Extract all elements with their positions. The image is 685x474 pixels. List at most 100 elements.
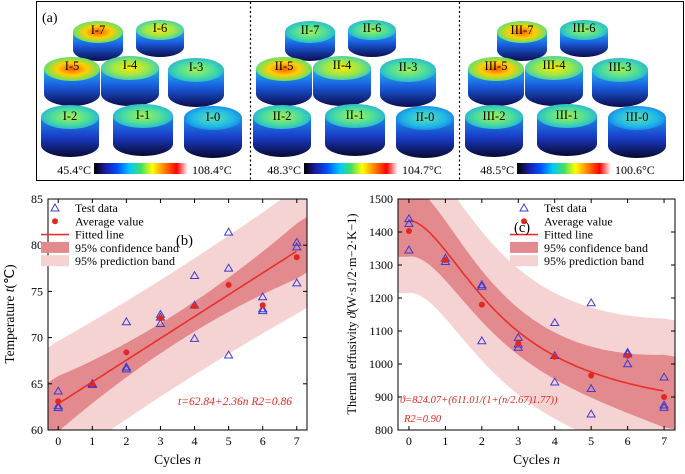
- disc-top: [560, 20, 608, 40]
- y-axis-label-var: ϑ: [345, 311, 359, 318]
- sample-label: III-0: [626, 110, 649, 124]
- disc-top: [44, 57, 100, 81]
- disc-top: [113, 104, 173, 128]
- colorbar: [304, 163, 398, 174]
- y-axis-label-unit: (℃): [2, 264, 17, 288]
- sample-label: III-3: [609, 60, 632, 74]
- sample-label: III-4: [543, 58, 567, 72]
- sample-disc: III-2: [465, 105, 523, 157]
- sample-disc: II-5: [256, 57, 312, 106]
- average-point: [259, 302, 266, 309]
- x-tick-label: 2: [479, 434, 485, 448]
- average-point: [89, 381, 96, 388]
- colorbar-max-label: 104.7°C: [402, 163, 442, 177]
- test-data-point: [189, 333, 200, 342]
- average-point: [515, 340, 522, 347]
- x-tick-label: 0: [406, 434, 412, 448]
- sample-disc: II-3: [380, 58, 436, 107]
- y-tick-label: 75: [31, 284, 43, 298]
- disc-top: [184, 106, 242, 130]
- sample-group-2: II-7 II-6 II-5 II-4 II-3 II-2 II-1 II-0 48.3°C 10…: [253, 20, 454, 177]
- x-axis-label: Cycles n: [513, 452, 560, 467]
- sample-disc: I-2: [41, 105, 99, 157]
- x-axis-label-var: n: [194, 452, 201, 467]
- disc-top: [497, 21, 547, 43]
- confidence-band: [398, 199, 675, 430]
- x-axis-label: Cycles n: [154, 452, 201, 467]
- average-point: [442, 257, 449, 264]
- y-tick-label: 60: [31, 423, 43, 437]
- legend-dot-icon: [52, 218, 58, 225]
- y-tick-label: 1400: [369, 225, 393, 239]
- sample-label: II-5: [275, 59, 294, 73]
- sample-disc: II-7: [285, 21, 335, 61]
- test-data-point: [257, 303, 268, 313]
- test-data-point: [659, 400, 669, 409]
- disc-top: [168, 58, 224, 82]
- test-data-point: [223, 263, 234, 272]
- colorbar: [94, 163, 188, 174]
- colorbar-max-label: 100.6°C: [615, 163, 655, 177]
- average-point: [405, 228, 412, 235]
- average-point: [588, 372, 595, 379]
- legend-confidence-swatch: [510, 241, 538, 253]
- sample-label: I-7: [91, 23, 106, 37]
- average-point: [293, 254, 300, 261]
- test-data-point: [549, 377, 560, 386]
- disc-top: [41, 105, 99, 129]
- test-data-point: [291, 237, 302, 246]
- fit-equation-r2: R2=0.86: [250, 396, 292, 408]
- test-data-point: [622, 359, 633, 368]
- average-point: [157, 315, 164, 322]
- legend-label: Average value: [544, 214, 613, 228]
- legend-label: Test data: [75, 201, 118, 215]
- x-tick-label: 4: [552, 434, 558, 448]
- x-tick-label: 5: [226, 434, 232, 448]
- fit-equation-main: t=62.84+2.36n: [178, 396, 249, 408]
- plot-frame: [47, 198, 308, 431]
- legend-triangle-icon: [50, 202, 60, 212]
- sample-label: III-2: [483, 109, 506, 123]
- x-axis-label-var: n: [553, 452, 560, 467]
- sample-disc: II-6: [348, 20, 396, 57]
- fit-equation: t=62.84+2.36n R2=0.86: [178, 396, 292, 408]
- panel-label: (c): [514, 220, 530, 236]
- x-tick-label: 6: [260, 434, 266, 448]
- sample-label: II-2: [273, 109, 292, 123]
- y-axis-label-text: Temperature: [2, 292, 17, 363]
- test-data-point: [53, 400, 64, 410]
- sample-disc: III-0: [608, 106, 666, 158]
- legend-label: Fitted line: [544, 228, 593, 242]
- legend-label: Fitted line: [75, 228, 124, 242]
- disc-top: [396, 106, 454, 130]
- sample-label: I-5: [65, 59, 80, 73]
- disc-top: [256, 57, 312, 81]
- test-data-point: [121, 316, 132, 326]
- test-data-point: [513, 342, 524, 351]
- test-data-point: [586, 297, 597, 307]
- sample-disc: III-3: [592, 58, 648, 107]
- legend-prediction-swatch: [41, 255, 69, 267]
- x-tick-label: 6: [625, 434, 631, 448]
- panel-label: (b): [176, 233, 193, 249]
- disc-top: [253, 105, 311, 129]
- y-tick-label: 85: [31, 192, 43, 206]
- test-data-point: [586, 409, 597, 418]
- y-tick-label: 1300: [369, 258, 393, 272]
- confidence-band: [48, 216, 307, 430]
- sample-disc: III-7: [497, 21, 547, 61]
- fit-equation-r2: R2=0.90: [403, 414, 442, 425]
- test-data-point: [291, 242, 302, 251]
- sample-disc: I-4: [101, 56, 159, 106]
- y-tick-label: 70: [31, 331, 43, 345]
- disc-top: [537, 104, 597, 128]
- colorbar-min-label: 48.5°C: [480, 163, 514, 177]
- sample-disc: I-6: [136, 20, 184, 57]
- legend-label: 95% confidence band: [544, 241, 648, 255]
- test-data-point: [291, 278, 302, 287]
- sample-disc: I-5: [44, 57, 100, 106]
- average-point: [551, 353, 558, 360]
- plot-frame: [397, 198, 676, 431]
- disc-top: [313, 56, 371, 80]
- fit-equation: ϑ=824.07+(611.01/(1+(n/2.67)1.77)): [400, 395, 558, 406]
